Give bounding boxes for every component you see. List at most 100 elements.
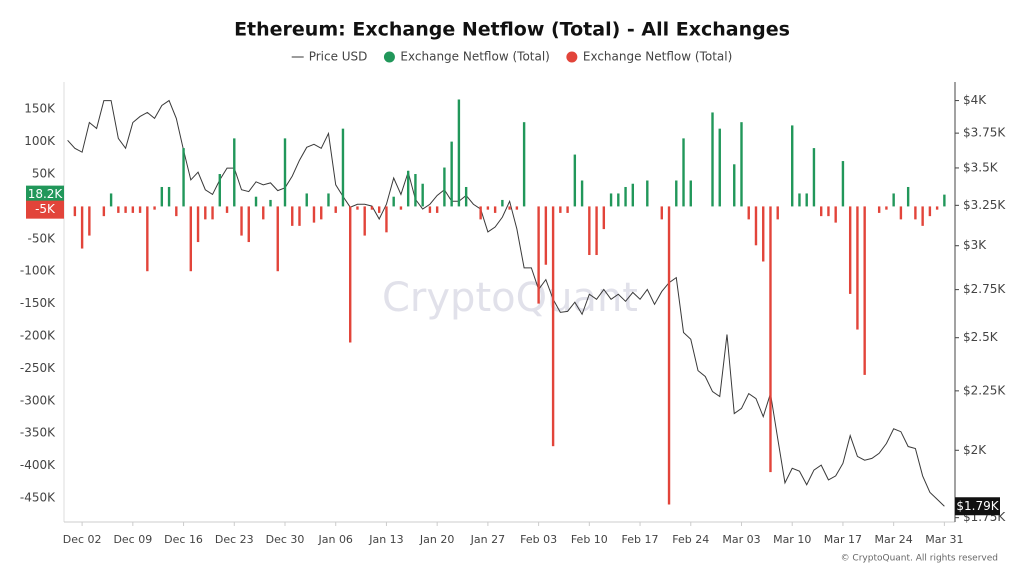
bar (421, 183, 424, 207)
bar (131, 206, 135, 213)
bar (225, 206, 229, 213)
y-tick-label: 150K (24, 102, 56, 116)
bar (573, 154, 577, 207)
chart-title: Ethereum: Exchange Netflow (Total) - All… (234, 19, 790, 41)
bar (877, 206, 881, 213)
bar (508, 206, 511, 210)
bar (102, 206, 106, 217)
bar (233, 138, 236, 207)
bar (167, 186, 171, 207)
x-tick-label: Feb 17 (622, 533, 659, 546)
bar (682, 138, 685, 207)
y2-tick-label: $2.5K (963, 330, 999, 344)
bar (196, 206, 200, 243)
y-tick-label: -300K (20, 393, 56, 407)
last-value-badge (26, 185, 64, 204)
bar (906, 186, 910, 207)
bar (733, 164, 736, 207)
bar (646, 180, 649, 207)
legend-swatch (383, 51, 395, 63)
x-tick-label: Dec 23 (215, 533, 254, 546)
bar (204, 206, 207, 220)
y2-tick-label: $2K (963, 443, 987, 457)
bar (834, 206, 837, 223)
bar (711, 112, 714, 207)
bar (595, 206, 598, 256)
bar (747, 206, 750, 220)
bar (341, 128, 345, 207)
last-value-badge (955, 497, 1000, 516)
bar (791, 125, 794, 207)
y2-tick-label: $3.75K (963, 126, 1006, 140)
bar (153, 206, 156, 210)
bar (385, 206, 388, 233)
bar (392, 196, 395, 207)
x-tick-label: Mar 31 (925, 533, 963, 546)
y-tick-label: -100K (20, 264, 56, 278)
legend-swatch (566, 51, 578, 63)
bar (254, 196, 258, 207)
bar (805, 193, 808, 207)
y2-tick-label: $2.25K (963, 383, 1006, 397)
bar (428, 206, 432, 213)
bar (689, 180, 692, 207)
bar (921, 206, 924, 226)
bar (819, 206, 823, 217)
x-tick-label: Mar 17 (824, 533, 862, 546)
x-tick-label: Mar 03 (722, 533, 760, 546)
bar (109, 193, 113, 207)
y-tick-label: 100K (24, 134, 56, 148)
bar (283, 138, 287, 207)
bar (377, 206, 381, 213)
bar (718, 128, 721, 207)
bar (740, 122, 743, 207)
x-tick-label: Mar 24 (875, 533, 913, 546)
copyright: © CryptoQuant. All rights reserved (841, 554, 998, 564)
x-tick-label: Dec 09 (113, 533, 152, 546)
x-tick-label: Jan 20 (419, 533, 454, 546)
x-tick-label: Dec 16 (164, 533, 203, 546)
bar (798, 193, 801, 207)
bar (399, 206, 403, 210)
bar (609, 193, 613, 207)
legend-label: Exchange Netflow (Total) (400, 50, 549, 64)
bar (914, 206, 917, 220)
bar (320, 206, 323, 220)
x-tick-label: Feb 24 (672, 533, 709, 546)
legend-label: Exchange Netflow (Total) (583, 50, 732, 64)
bar (537, 206, 540, 304)
bar (928, 206, 932, 217)
y2-tick-label: $3.25K (963, 198, 1006, 212)
bar (617, 193, 620, 207)
y-tick-label: -250K (20, 361, 56, 375)
last-value-badge (26, 200, 64, 219)
bar (841, 161, 845, 207)
y-tick-label: -450K (20, 491, 56, 505)
bar (479, 206, 482, 220)
bar (827, 206, 830, 217)
x-tick-label: Jan 13 (368, 533, 403, 546)
bar (848, 206, 852, 294)
y-tick-label: -350K (20, 426, 56, 440)
bar (269, 199, 272, 207)
bar (73, 206, 77, 217)
x-tick-label: Jan 27 (470, 533, 505, 546)
y-tick-label: 50K (32, 167, 56, 181)
y-tick-label: -50K (28, 231, 57, 245)
bar (327, 193, 330, 207)
bar (624, 186, 627, 207)
y2-tick-label: $3.5K (963, 160, 999, 174)
bar (602, 206, 606, 230)
x-tick-label: Dec 02 (63, 533, 102, 546)
last-value-label: $1.79K (956, 499, 999, 513)
bar (566, 206, 569, 213)
bar (435, 206, 439, 213)
bar (312, 206, 316, 223)
bar (305, 193, 308, 207)
y2-tick-label: $2.75K (963, 282, 1006, 296)
bar (559, 206, 562, 213)
price-line (67, 99, 945, 507)
bar (240, 206, 243, 236)
bar (450, 141, 453, 207)
